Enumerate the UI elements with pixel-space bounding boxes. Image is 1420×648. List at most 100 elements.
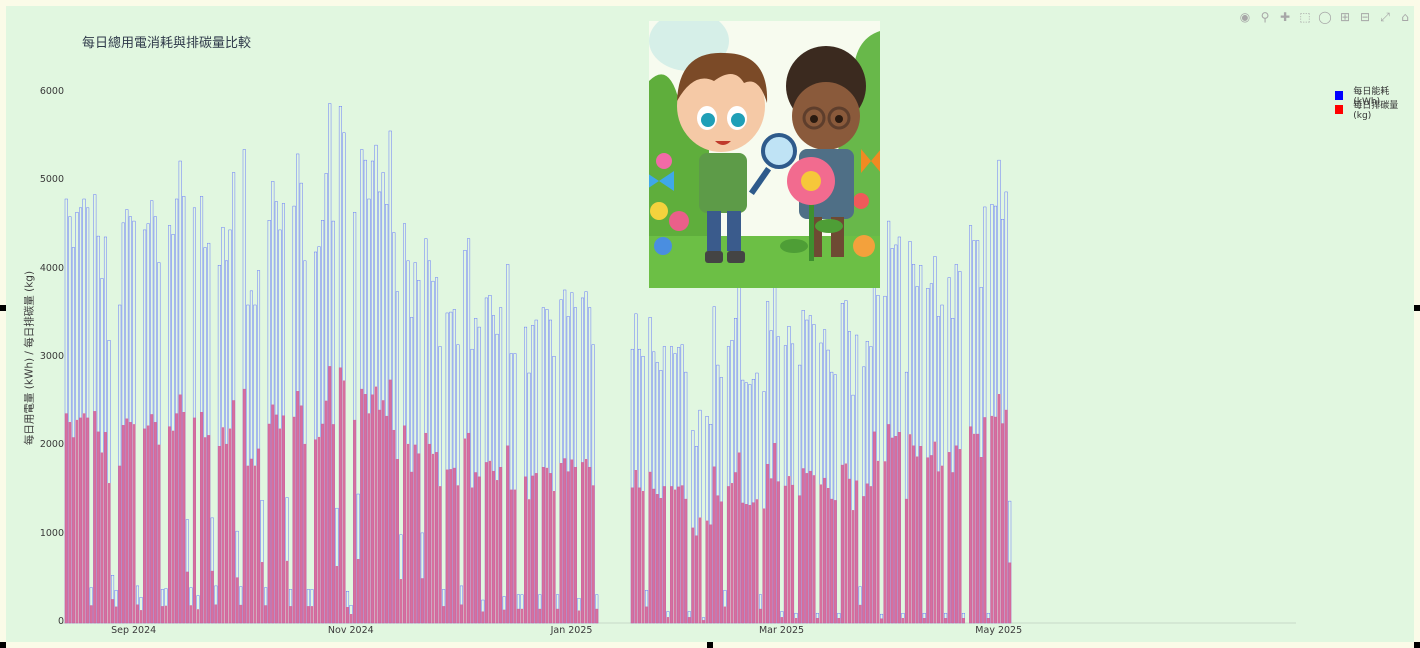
emission-bar-13[interactable] xyxy=(111,599,115,624)
home-icon[interactable]: ⌂ xyxy=(1401,10,1409,24)
emission-bar-200[interactable] xyxy=(776,481,780,624)
emission-bar-108[interactable] xyxy=(449,469,453,624)
emission-bar-115[interactable] xyxy=(474,472,478,624)
emission-bar-74[interactable] xyxy=(328,366,332,624)
emission-bar-143[interactable] xyxy=(573,466,577,624)
emission-bar-191[interactable] xyxy=(744,504,748,624)
emission-bar-149[interactable] xyxy=(595,608,599,624)
emission-bar-69[interactable] xyxy=(310,606,314,624)
emission-bar-129[interactable] xyxy=(524,476,528,624)
emission-bar-210[interactable] xyxy=(812,475,816,624)
pan-icon[interactable]: ✚ xyxy=(1279,10,1291,24)
emission-bar-163[interactable] xyxy=(645,606,649,624)
emission-bar-31[interactable] xyxy=(175,413,179,624)
emission-bar-257[interactable] xyxy=(979,457,983,624)
emission-bar-79[interactable] xyxy=(346,607,350,624)
emission-bar-175[interactable] xyxy=(687,617,691,624)
emission-bar-88[interactable] xyxy=(378,409,382,624)
emission-bar-195[interactable] xyxy=(759,608,763,624)
emission-bar-59[interactable] xyxy=(274,414,278,624)
emission-bar-21[interactable] xyxy=(139,610,143,624)
emission-bar-33[interactable] xyxy=(182,412,186,624)
emission-bar-235[interactable] xyxy=(901,618,905,624)
emission-bar-72[interactable] xyxy=(321,423,325,624)
emission-bar-26[interactable] xyxy=(157,444,161,624)
emission-bar-222[interactable] xyxy=(855,480,859,624)
emission-bar-87[interactable] xyxy=(374,386,378,624)
emission-bar-147[interactable] xyxy=(588,466,592,624)
emission-bar-38[interactable] xyxy=(200,412,204,624)
emission-bar-64[interactable] xyxy=(292,416,296,624)
emission-bar-20[interactable] xyxy=(135,604,139,624)
emission-bar-251[interactable] xyxy=(958,449,962,624)
emission-bar-121[interactable] xyxy=(495,480,499,624)
emission-bar-57[interactable] xyxy=(267,423,271,624)
emission-bar-91[interactable] xyxy=(388,379,392,624)
emission-bar-139[interactable] xyxy=(559,463,563,624)
emission-bar-234[interactable] xyxy=(897,432,901,624)
box-select-icon[interactable]: ⬚ xyxy=(1299,10,1311,24)
emission-bar-264[interactable] xyxy=(1004,409,1008,624)
emission-bar-134[interactable] xyxy=(541,466,545,624)
emission-bar-5[interactable] xyxy=(82,413,86,624)
emission-bar-32[interactable] xyxy=(178,394,182,624)
emission-bar-37[interactable] xyxy=(196,609,200,624)
legend-item-energy[interactable]: 每日能耗 (kWh) xyxy=(1335,87,1414,107)
emission-bar-224[interactable] xyxy=(862,496,866,624)
emission-bar-29[interactable] xyxy=(168,426,172,624)
resize-handle-bottom-left[interactable] xyxy=(0,642,6,648)
emission-bar-186[interactable] xyxy=(726,486,730,624)
emission-bar-80[interactable] xyxy=(349,614,353,624)
emission-bar-212[interactable] xyxy=(819,484,823,624)
emission-bar-27[interactable] xyxy=(160,606,164,624)
emission-bar-109[interactable] xyxy=(452,467,456,624)
emission-bar-45[interactable] xyxy=(224,443,228,624)
emission-bar-188[interactable] xyxy=(734,472,738,624)
emission-bar-35[interactable] xyxy=(189,605,193,624)
emission-bar-55[interactable] xyxy=(260,562,264,624)
emission-bar-208[interactable] xyxy=(805,473,809,624)
emission-bar-229[interactable] xyxy=(880,618,884,624)
emission-bar-160[interactable] xyxy=(634,470,638,624)
emission-bar-18[interactable] xyxy=(128,422,132,624)
emission-bar-1[interactable] xyxy=(68,422,72,624)
emission-bar-30[interactable] xyxy=(171,430,175,624)
emission-bar-227[interactable] xyxy=(872,431,876,624)
emission-bar-205[interactable] xyxy=(794,618,798,624)
emission-bar-178[interactable] xyxy=(698,517,702,624)
emission-bar-82[interactable] xyxy=(356,559,360,624)
lasso-icon[interactable]: ◯ xyxy=(1318,10,1332,24)
zoom-icon[interactable]: ⚲ xyxy=(1260,10,1270,24)
emission-bar-140[interactable] xyxy=(563,458,567,624)
emission-bar-36[interactable] xyxy=(192,417,196,624)
emission-bar-176[interactable] xyxy=(691,527,695,624)
emission-bar-190[interactable] xyxy=(741,502,745,624)
emission-bar-78[interactable] xyxy=(342,380,346,624)
emission-bar-249[interactable] xyxy=(951,472,955,624)
emission-bar-107[interactable] xyxy=(445,469,449,624)
emission-bar-223[interactable] xyxy=(858,604,862,624)
emission-bar-42[interactable] xyxy=(214,604,218,624)
emission-bar-245[interactable] xyxy=(937,471,941,624)
emission-bar-130[interactable] xyxy=(527,499,531,624)
emission-bar-2[interactable] xyxy=(71,437,75,624)
emission-bar-76[interactable] xyxy=(335,566,339,624)
emission-bar-185[interactable] xyxy=(723,606,727,624)
emission-bar-254[interactable] xyxy=(969,426,973,624)
emission-bar-133[interactable] xyxy=(538,608,542,624)
emission-bar-22[interactable] xyxy=(143,428,147,624)
emission-bar-111[interactable] xyxy=(459,604,463,624)
emission-bar-112[interactable] xyxy=(463,438,467,624)
emission-bar-217[interactable] xyxy=(837,618,841,624)
emission-bar-141[interactable] xyxy=(566,471,570,624)
emission-bar-262[interactable] xyxy=(997,394,1001,624)
emission-bar-61[interactable] xyxy=(281,415,285,624)
emission-bar-54[interactable] xyxy=(257,448,261,624)
emission-bar-209[interactable] xyxy=(808,470,812,624)
emission-bar-110[interactable] xyxy=(456,485,460,624)
emission-bar-117[interactable] xyxy=(481,611,485,624)
emission-bar-103[interactable] xyxy=(431,453,435,624)
emission-bar-231[interactable] xyxy=(887,424,891,624)
emission-bar-243[interactable] xyxy=(929,455,933,624)
emission-bar-236[interactable] xyxy=(904,498,908,624)
